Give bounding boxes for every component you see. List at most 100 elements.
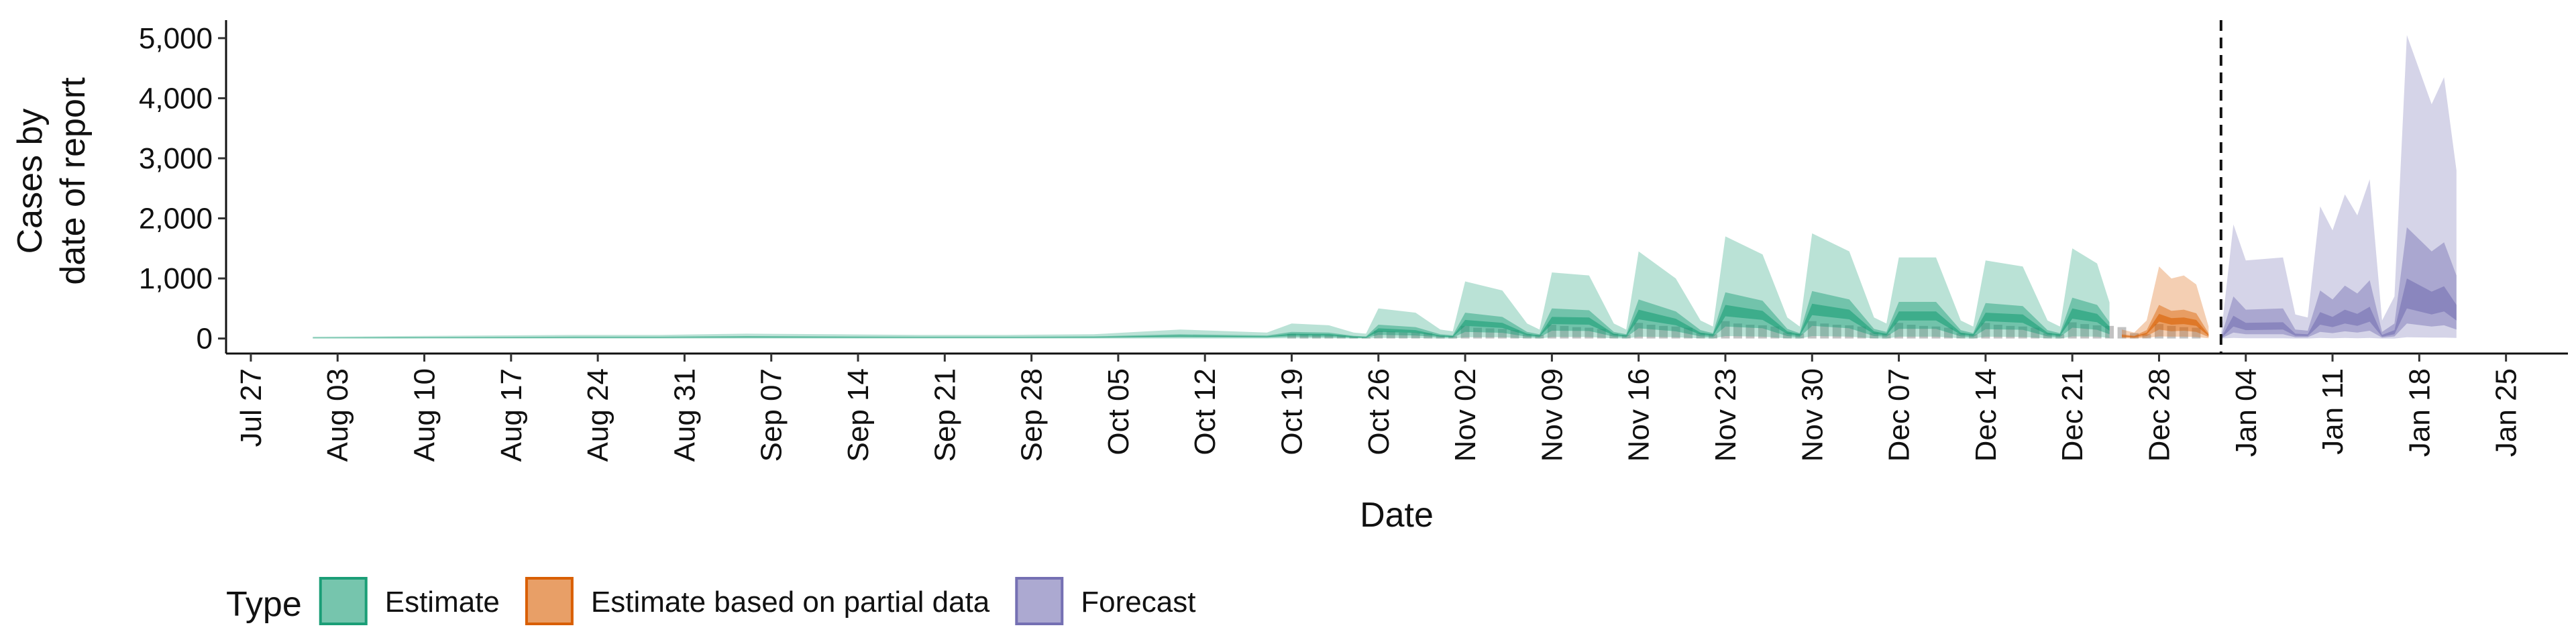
bar xyxy=(1448,336,1458,339)
x-tick-label: Jan 04 xyxy=(2230,368,2263,457)
bar xyxy=(1646,325,1656,339)
x-tick-label: Jul 27 xyxy=(235,368,268,447)
interval-band xyxy=(313,290,2110,339)
y-axis-title: date of report xyxy=(54,77,93,285)
x-tick-label: Aug 17 xyxy=(495,368,528,462)
bar xyxy=(1324,335,1334,339)
x-axis-title: Date xyxy=(1360,496,1434,535)
bar xyxy=(2006,325,2015,339)
bar xyxy=(2130,333,2139,339)
bar xyxy=(1547,325,1556,339)
bar xyxy=(1336,335,1346,339)
bar xyxy=(1560,325,1569,339)
bar xyxy=(1522,334,1532,339)
y-tick-label: 3,000 xyxy=(139,142,213,175)
bar xyxy=(1894,323,1904,339)
bar xyxy=(2068,322,2077,339)
bar xyxy=(2055,334,2065,339)
x-tick-label: Aug 10 xyxy=(409,368,441,462)
bar xyxy=(1931,326,1941,339)
x-tick-label: Oct 26 xyxy=(1362,368,1395,455)
legend-title: Type xyxy=(226,585,302,624)
bar xyxy=(1585,327,1594,339)
bar xyxy=(1993,325,2002,339)
x-tick-label: Aug 03 xyxy=(321,368,354,462)
bar xyxy=(1299,334,1309,339)
interval-band xyxy=(2122,313,2209,337)
x-tick-label: Oct 19 xyxy=(1275,368,1308,455)
bar xyxy=(2092,325,2102,339)
bar xyxy=(1374,330,1383,339)
x-tick-label: Nov 09 xyxy=(1536,368,1568,462)
bar xyxy=(2192,327,2201,339)
y-tick-label: 2,000 xyxy=(139,203,213,235)
bar xyxy=(1857,326,1866,339)
interval-band xyxy=(2220,227,2457,339)
bar xyxy=(1535,335,1544,339)
bar xyxy=(1485,328,1495,339)
bar xyxy=(1832,325,1841,339)
x-tick-label: Nov 02 xyxy=(1449,368,1482,462)
bar xyxy=(1746,325,1755,339)
bar xyxy=(2179,327,2188,339)
bar xyxy=(1795,333,1805,339)
bar xyxy=(1349,336,1358,339)
interval-band xyxy=(2220,278,2457,339)
x-tick-label: Nov 23 xyxy=(1709,368,1742,462)
x-tick-label: Jan 18 xyxy=(2403,368,2436,457)
bar xyxy=(2142,334,2151,339)
bar xyxy=(1709,334,1717,339)
bar xyxy=(1870,332,1879,339)
bar xyxy=(1572,327,1581,339)
bar xyxy=(1399,332,1408,339)
legend-label: Estimate xyxy=(385,586,500,619)
bar xyxy=(2154,324,2163,339)
bar xyxy=(1981,323,1990,339)
bar xyxy=(1671,326,1680,339)
bar xyxy=(1733,323,1742,339)
bar xyxy=(1845,325,1854,339)
bar xyxy=(1597,329,1606,339)
bar xyxy=(1621,335,1631,339)
bar xyxy=(1361,337,1371,339)
bar xyxy=(2080,324,2090,339)
x-tick-label: Aug 24 xyxy=(582,368,614,462)
x-tick-label: Nov 16 xyxy=(1623,368,1656,462)
x-tick-label: Dec 28 xyxy=(2143,368,2176,462)
bar xyxy=(1659,325,1668,339)
bar xyxy=(1424,333,1433,339)
bar xyxy=(1721,321,1730,339)
bar xyxy=(1956,333,1966,339)
bar xyxy=(2018,326,2027,339)
legend-label: Estimate based on partial data xyxy=(591,586,990,619)
bar xyxy=(1473,327,1483,339)
bar xyxy=(1820,323,1829,339)
plot-area xyxy=(313,35,2457,339)
bar xyxy=(2043,333,2052,339)
x-tick-label: Oct 12 xyxy=(1189,368,1222,455)
legend-key xyxy=(525,577,574,625)
bar xyxy=(2031,327,2040,339)
bar xyxy=(1634,323,1644,339)
bar xyxy=(1386,331,1395,339)
x-tick-label: Nov 30 xyxy=(1796,368,1829,462)
bar xyxy=(1498,329,1507,339)
bar xyxy=(1758,325,1767,339)
bar xyxy=(1460,325,1470,339)
y-tick-label: 1,000 xyxy=(139,262,213,295)
bar xyxy=(1696,333,1705,339)
x-tick-label: Sep 28 xyxy=(1016,368,1049,462)
bar xyxy=(1770,326,1780,339)
bar xyxy=(1436,335,1445,339)
x-tick-label: Dec 07 xyxy=(1883,368,1916,462)
bar xyxy=(1411,332,1420,339)
bar xyxy=(1782,332,1792,339)
x-tick-label: Jan 11 xyxy=(2316,368,2349,455)
y-tick-label: 5,000 xyxy=(139,22,213,55)
legend-label: Forecast xyxy=(1081,586,1195,619)
bar xyxy=(1287,333,1296,339)
legend-key xyxy=(319,577,368,625)
bar xyxy=(1807,321,1817,339)
bar xyxy=(1943,327,1953,339)
